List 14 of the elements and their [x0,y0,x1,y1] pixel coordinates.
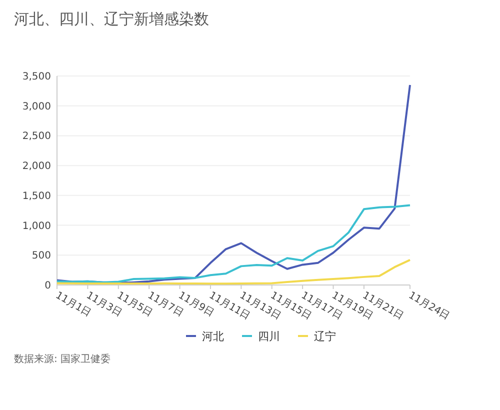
y-tick-label: 1,000 [22,220,51,232]
legend-label: 辽宁 [314,330,336,343]
y-tick-label: 500 [32,250,51,262]
y-tick-label: 0 [44,280,51,292]
source-note: 数据来源: 国家卫健委 [14,353,111,365]
y-tick-label: 3,000 [22,101,51,112]
y-tick-label: 2,000 [22,161,51,172]
legend-label: 四川 [258,330,280,343]
chart-title: 河北、四川、辽宁新增感染数 [14,10,209,28]
y-tick-label: 3,500 [22,72,51,82]
y-tick-label: 1,500 [22,190,51,202]
y-tick-label: 2,500 [22,131,51,142]
x-tick-label: 11月24日 [406,290,452,322]
legend-label: 河北 [202,330,224,343]
